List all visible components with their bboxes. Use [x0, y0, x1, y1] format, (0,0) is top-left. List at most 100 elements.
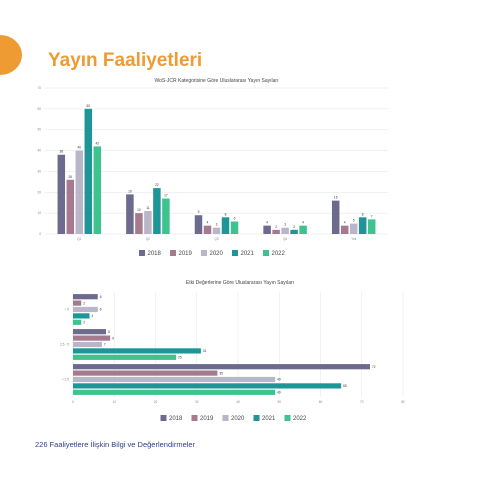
legend-swatch-2018 — [139, 250, 145, 256]
data-label-2018-Q1: 38 — [60, 150, 64, 154]
bar-2018-Q1 — [57, 154, 66, 234]
x-tick-label: Q1 — [77, 237, 81, 241]
y-tick-label: 10 — [37, 211, 41, 215]
data-label-2021-Q3: 8 — [225, 212, 227, 216]
bar-2021-Yok — [358, 217, 367, 234]
y-tick-label: < 2,5 — [62, 378, 69, 382]
data-label-2022-2,5 - 5: 25 — [178, 356, 182, 360]
legend-swatch-2021 — [253, 415, 260, 421]
data-label-2018-Yok: 16 — [334, 196, 338, 200]
bar-2019-> 5 — [73, 300, 82, 306]
x-tick-label: 10 — [112, 400, 116, 404]
bar-2022-2,5 - 5 — [73, 354, 177, 360]
data-label-2020-> 5: 6 — [100, 308, 102, 312]
bar-2020-Yok — [349, 223, 358, 234]
data-label-2020-Q3: 3 — [216, 223, 218, 227]
bar-2020-Q2 — [144, 211, 152, 234]
y-tick-label: 40 — [37, 149, 41, 153]
x-tick-label: Yok — [351, 237, 357, 241]
bar-2020-Q1 — [75, 150, 84, 234]
bar-2019-Q1 — [66, 179, 75, 234]
legend-label-2019: 2019 — [179, 251, 193, 257]
bar-2018-2,5 - 5 — [73, 329, 106, 335]
bar-2018-Yok — [331, 200, 340, 234]
bar-2018-Q3 — [194, 215, 203, 234]
bar-2021-2,5 - 5 — [73, 348, 201, 354]
legend-label-2020: 2020 — [231, 416, 245, 422]
legend-label-2018: 2018 — [148, 251, 162, 257]
data-label-2019-Q4: 2 — [275, 225, 277, 229]
data-label-2019-2,5 - 5: 9 — [112, 336, 114, 340]
bar-2020-Q3 — [212, 227, 221, 234]
x-tick-label: Q2 — [146, 237, 150, 241]
legend-swatch-2018 — [160, 415, 167, 421]
bar-2018-Q2 — [126, 194, 134, 234]
data-label-2018-< 2,5: 72 — [372, 365, 376, 369]
y-tick-label: 60 — [37, 107, 41, 111]
bar-2021-Q2 — [153, 188, 161, 234]
data-label-2020-Q2: 11 — [146, 206, 150, 210]
bar-2018-Q4 — [263, 225, 271, 234]
data-label-2019-Q3: 4 — [207, 221, 209, 225]
bar-2022-> 5 — [73, 319, 82, 325]
bar-2020-> 5 — [73, 306, 98, 313]
legend-swatch-2019 — [170, 250, 176, 256]
bar-2021-Q3 — [221, 217, 230, 234]
y-tick-label: 30 — [37, 169, 41, 173]
bar-2020-2,5 - 5 — [73, 341, 102, 348]
bar-2022-Yok — [367, 219, 376, 234]
data-label-2022-> 5: 2 — [83, 321, 85, 325]
bar-2018-< 2,5 — [73, 364, 370, 370]
legend-swatch-2020 — [201, 250, 207, 256]
data-label-2018-2,5 - 5: 8 — [108, 330, 110, 334]
x-tick-label: 60 — [319, 400, 323, 404]
y-tick-label: 50 — [37, 128, 41, 132]
bar-2019-Yok — [340, 225, 349, 234]
legend-swatch-2021 — [232, 250, 238, 256]
x-tick-label: 80 — [401, 400, 405, 404]
page-title: Yayın Faaliyetleri — [48, 50, 203, 71]
x-tick-label: 40 — [236, 400, 240, 404]
y-tick-label: > 5 — [64, 308, 69, 312]
data-label-2021-Q2: 22 — [155, 183, 159, 187]
legend-label-2022: 2022 — [293, 416, 307, 422]
x-tick-label: 30 — [195, 400, 199, 404]
bar-2021-> 5 — [73, 313, 90, 319]
legend-label-2021: 2021 — [262, 416, 276, 422]
data-label-2022-Yok: 7 — [371, 214, 373, 218]
legend-swatch-2022 — [263, 250, 269, 256]
y-tick-label: 20 — [37, 190, 41, 194]
x-tick-label: 0 — [72, 400, 74, 404]
y-tick-label: 0 — [39, 232, 41, 236]
bar-2021-Q1 — [84, 108, 93, 234]
bar-2018-> 5 — [73, 294, 98, 300]
data-label-2022-Q2: 17 — [164, 194, 168, 198]
data-label-2018-> 5: 6 — [100, 295, 102, 299]
legend-label-2018: 2018 — [169, 416, 183, 422]
data-label-2020-< 2,5: 49 — [277, 378, 281, 382]
data-label-2021-> 5: 4 — [92, 314, 94, 318]
bar-2022-Q2 — [162, 198, 170, 234]
x-tick-label: 70 — [360, 400, 364, 404]
page-footer: 226 Faaliyetlere İlişkin Bilgi ve Değerl… — [35, 440, 196, 449]
legend-label-2022: 2022 — [272, 251, 286, 257]
bar-2022-Q3 — [230, 221, 239, 234]
bar-2020-< 2,5 — [73, 376, 276, 383]
bar-2020-Q4 — [281, 227, 289, 234]
data-label-2021-Q1: 60 — [87, 104, 91, 108]
data-label-2021-2,5 - 5: 31 — [203, 349, 207, 353]
data-label-2019-> 5: 2 — [83, 301, 85, 305]
legend-label-2020: 2020 — [210, 251, 224, 257]
data-label-2022-< 2,5: 49 — [277, 391, 281, 395]
data-label-2019-Q1: 26 — [69, 175, 73, 179]
data-label-2022-Q1: 42 — [96, 141, 100, 145]
orange-tab-decoration — [0, 35, 22, 75]
bar-2019-Q2 — [135, 213, 143, 234]
bar-2022-Q4 — [299, 225, 307, 234]
data-label-2019-< 2,5: 35 — [219, 371, 223, 375]
legend-label-2021: 2021 — [241, 251, 255, 257]
y-tick-label: 2,5 - 5 — [60, 343, 69, 347]
data-label-2018-Q3: 9 — [198, 210, 200, 214]
